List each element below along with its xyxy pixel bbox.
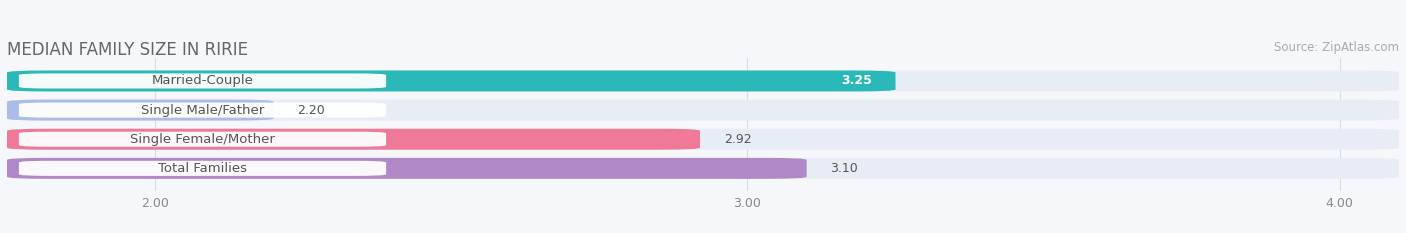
Text: 3.25: 3.25 xyxy=(841,75,872,87)
Text: Source: ZipAtlas.com: Source: ZipAtlas.com xyxy=(1274,41,1399,54)
Text: 3.10: 3.10 xyxy=(831,162,858,175)
FancyBboxPatch shape xyxy=(7,158,807,179)
Text: 2.20: 2.20 xyxy=(297,104,325,116)
Text: Married-Couple: Married-Couple xyxy=(152,75,253,87)
FancyBboxPatch shape xyxy=(7,100,274,121)
FancyBboxPatch shape xyxy=(18,132,387,147)
FancyBboxPatch shape xyxy=(18,161,387,176)
FancyBboxPatch shape xyxy=(7,129,700,150)
Text: Single Male/Father: Single Male/Father xyxy=(141,104,264,116)
FancyBboxPatch shape xyxy=(7,158,1399,179)
Text: 2.92: 2.92 xyxy=(724,133,751,146)
Text: MEDIAN FAMILY SIZE IN RIRIE: MEDIAN FAMILY SIZE IN RIRIE xyxy=(7,41,247,59)
FancyBboxPatch shape xyxy=(7,71,1399,92)
FancyBboxPatch shape xyxy=(7,71,896,92)
FancyBboxPatch shape xyxy=(18,73,387,89)
FancyBboxPatch shape xyxy=(18,103,387,118)
Text: Total Families: Total Families xyxy=(157,162,247,175)
Text: Single Female/Mother: Single Female/Mother xyxy=(131,133,276,146)
FancyBboxPatch shape xyxy=(7,100,1399,121)
FancyBboxPatch shape xyxy=(7,129,1399,150)
